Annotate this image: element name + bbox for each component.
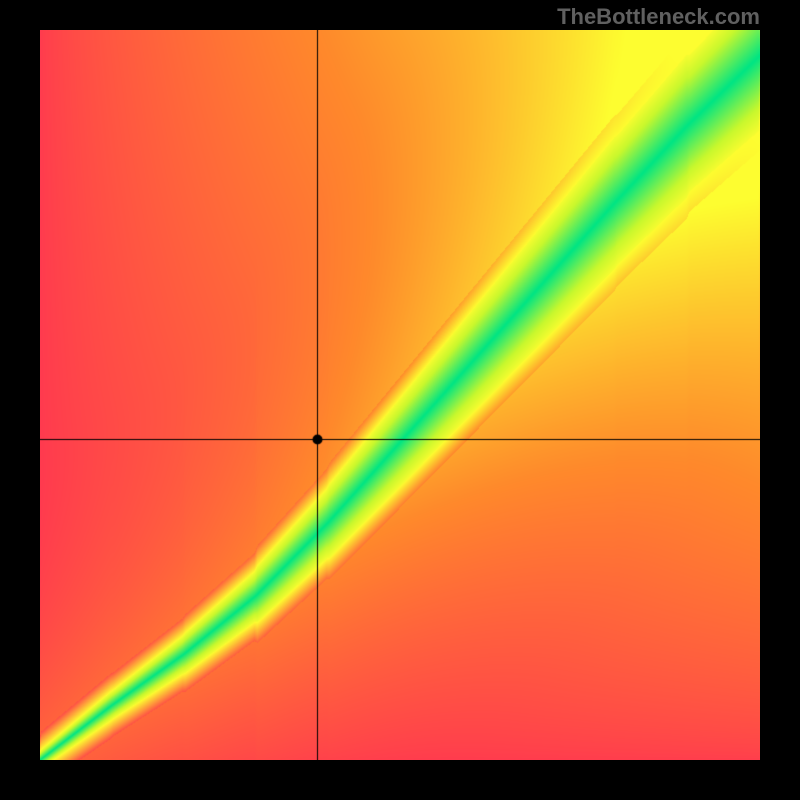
heatmap-canvas (40, 30, 760, 760)
watermark-text: TheBottleneck.com (557, 4, 760, 30)
heatmap-plot (40, 30, 760, 760)
chart-container: TheBottleneck.com (0, 0, 800, 800)
